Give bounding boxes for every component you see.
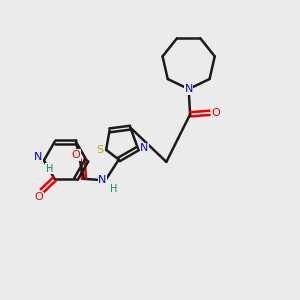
Text: H: H xyxy=(110,184,117,194)
Text: N: N xyxy=(140,143,149,154)
Text: H: H xyxy=(46,164,53,174)
Text: N: N xyxy=(184,84,193,94)
Text: S: S xyxy=(96,145,103,155)
Text: O: O xyxy=(72,150,80,160)
Text: N: N xyxy=(34,152,43,162)
Text: N: N xyxy=(98,175,106,185)
Text: O: O xyxy=(212,108,220,118)
Text: O: O xyxy=(34,192,43,203)
